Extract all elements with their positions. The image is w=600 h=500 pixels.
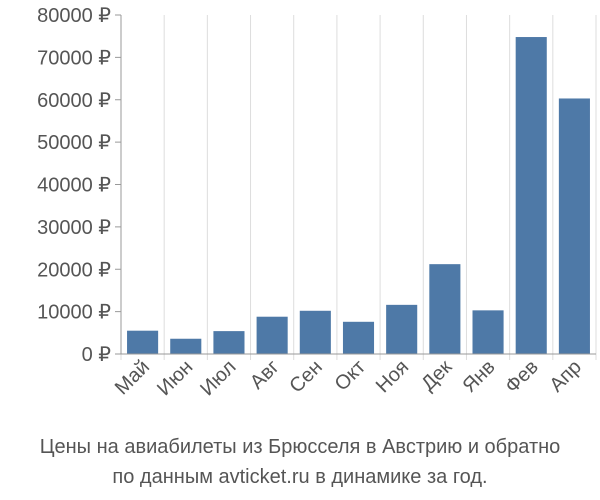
y-tick-labels: 0 ₽ 10000 ₽ 20000 ₽ 30000 ₽ 40000 ₽ 50000 ₽ 60… <box>37 5 111 366</box>
y-tick-label: 10000 ₽ <box>37 302 111 324</box>
bars <box>127 37 590 354</box>
y-tick-label: 80000 ₽ <box>37 5 111 27</box>
x-tick-label: Фев <box>501 356 543 398</box>
x-tick-label: Ноя <box>372 356 413 397</box>
y-tick-label: 50000 ₽ <box>37 132 111 154</box>
bar-9 <box>472 310 504 354</box>
y-tick-label: 0 ₽ <box>82 344 112 366</box>
y-tick-label: 60000 ₽ <box>37 90 111 112</box>
bar-8 <box>429 264 461 354</box>
x-tick-label: Янв <box>458 356 499 397</box>
y-tick-label: 70000 ₽ <box>37 47 111 69</box>
bar-1 <box>127 330 159 354</box>
x-tick-label: Дек <box>417 356 456 395</box>
bar-3 <box>213 331 245 354</box>
x-tick-label: Май <box>111 356 154 399</box>
gridlines <box>120 15 597 360</box>
x-tick-label: Апр <box>545 356 586 397</box>
y-tick-label: 40000 ₽ <box>37 175 111 197</box>
bar-11 <box>558 98 590 354</box>
x-tick-label: Июл <box>196 356 240 400</box>
bar-7 <box>386 304 418 354</box>
x-tick-label: Авг <box>246 356 284 394</box>
x-tick-label: Июн <box>153 356 197 400</box>
chart-caption-line-2: по данным avticket.ru в динамике за год. <box>112 466 487 488</box>
x-tick-label: Окт <box>331 356 370 395</box>
bar-2 <box>170 338 202 354</box>
bar-4 <box>256 316 288 354</box>
axes <box>115 14 596 355</box>
chart-caption-line-1: Цены на авиабилеты из Брюсселя в Австрию… <box>40 436 561 458</box>
y-tick-label: 20000 ₽ <box>37 259 111 281</box>
y-tick-label: 30000 ₽ <box>37 217 111 239</box>
bar-6 <box>342 321 375 354</box>
x-tick-label: Сен <box>285 356 326 397</box>
bar-10 <box>515 37 547 354</box>
bar-5 <box>299 310 331 354</box>
